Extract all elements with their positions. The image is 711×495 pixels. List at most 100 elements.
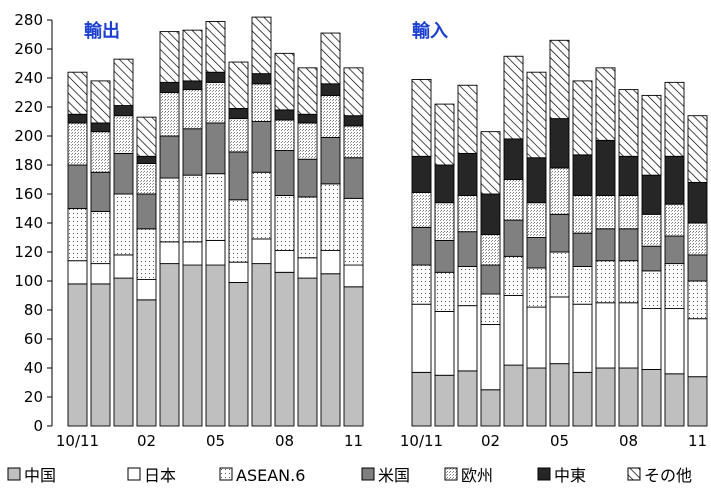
y-tick-label: 140 <box>14 214 43 232</box>
panel-title: 輸入 <box>412 20 448 42</box>
bar-segment-usa <box>549 213 570 253</box>
bar-segment-other <box>572 80 593 156</box>
bar-segment-asean6 <box>572 266 593 305</box>
bar-segment-other <box>457 84 478 154</box>
bar-segment-middle-east <box>480 193 501 236</box>
bar-segment-china <box>90 283 111 427</box>
bar-segment-asean6 <box>457 266 478 307</box>
bar-segment-asean6 <box>595 260 616 304</box>
bar-segment-usa <box>595 228 616 262</box>
bar-segment-middle-east <box>90 122 111 133</box>
bar-segment-asean6 <box>205 173 226 241</box>
x-tick-label: 10/11 <box>56 432 99 450</box>
bar-segment-japan <box>572 303 593 373</box>
bar-segment-middle-east <box>113 105 134 117</box>
bar-segment-other <box>549 39 570 120</box>
bar-segment-usa <box>67 164 88 209</box>
bar-segment-usa <box>205 122 226 175</box>
bar-segment-usa <box>297 158 318 198</box>
bar-segment-asean6 <box>618 260 639 304</box>
labels-layer: 輸出 10/11 02 05 08 11 輸入 10/11 02 05 08 11 <box>56 20 707 450</box>
bar-segment-asean6 <box>251 171 272 240</box>
bar-segment-asean6 <box>228 199 249 263</box>
legend-label: 日本 <box>144 466 176 485</box>
bar-segment-europe <box>595 194 616 230</box>
y-tick-label: 120 <box>14 243 43 261</box>
x-tick-label: 02 <box>137 432 156 450</box>
bar-segment-usa <box>343 157 364 199</box>
bar-segment-middle-east <box>159 81 180 93</box>
bar-segment-asean6 <box>343 197 364 266</box>
bar-segment-japan <box>228 261 249 283</box>
y-tick-label: 100 <box>14 272 43 290</box>
bar-segment-japan <box>526 306 547 369</box>
bar-segment-usa <box>113 152 134 195</box>
x-tick-label: 08 <box>275 432 294 450</box>
bar-segment-japan <box>503 295 524 366</box>
bar-segment-china <box>664 373 685 427</box>
bar-segment-middle-east <box>526 157 547 204</box>
bar-segment-middle-east <box>136 155 157 165</box>
bar-segment-china <box>641 369 662 427</box>
bar-segment-europe <box>687 222 708 256</box>
bar-segment-usa <box>159 135 180 179</box>
bar-segment-asean6 <box>90 210 111 265</box>
bar-segment-china <box>457 370 478 427</box>
y-tick-label: 0 <box>33 417 43 435</box>
bar-segment-middle-east <box>228 107 249 120</box>
x-tick-label: 11 <box>688 432 707 450</box>
y-tick-label: 180 <box>14 156 43 174</box>
bar-segment-middle-east <box>67 113 88 124</box>
bar-segment-asean6 <box>182 174 203 243</box>
bar-segment-asean6 <box>687 280 708 320</box>
bar-segment-other <box>664 81 685 157</box>
panel-exports <box>67 16 364 427</box>
bar-segment-asean6 <box>159 177 180 243</box>
bar-segment-europe <box>503 179 524 221</box>
bar-segment-other <box>90 80 111 124</box>
legend-label: 米国 <box>378 466 410 485</box>
bar-segment-asean6 <box>549 251 570 298</box>
bar-segment-asean6 <box>274 194 295 251</box>
panel-title: 輸出 <box>84 20 120 42</box>
legend: 中国 日本 ASEAN.6 米国 欧州 中東 その他 <box>7 466 692 485</box>
bar-segment-middle-east <box>457 152 478 196</box>
bar-segment-china <box>320 273 341 427</box>
x-tick-label: 02 <box>481 432 500 450</box>
bar-segment-other <box>343 67 364 117</box>
bar-segment-usa <box>572 232 593 267</box>
bar-segment-other <box>228 61 249 109</box>
bar-segment-japan <box>67 260 88 285</box>
bar-segment-middle-east <box>251 73 272 85</box>
legend-item-japan: 日本 <box>127 466 176 485</box>
bar-segment-japan <box>434 311 455 376</box>
bar-segment-japan <box>411 303 432 373</box>
bar-segment-asean6 <box>297 196 318 259</box>
bar-segment-china <box>480 389 501 427</box>
bar-segment-china <box>434 374 455 427</box>
bar-segment-usa <box>411 226 432 266</box>
bar-segment-middle-east <box>434 164 455 204</box>
x-tick-label: 05 <box>550 432 569 450</box>
legend-item-asean6: ASEAN.6 <box>219 466 305 485</box>
bar-segment-other <box>159 31 180 83</box>
bar-segment-europe <box>274 119 295 151</box>
bar-segment-other <box>320 32 341 85</box>
bar-segment-china <box>228 282 249 427</box>
bar-segment-middle-east <box>274 109 295 121</box>
bar-segment-middle-east <box>320 83 341 96</box>
bar-segment-middle-east <box>572 154 593 196</box>
bar-segment-japan <box>297 257 318 279</box>
bar-segment-japan <box>90 263 111 285</box>
bar-segment-europe <box>526 202 547 238</box>
bar-segment-other <box>641 94 662 176</box>
bar-segment-usa <box>664 235 685 265</box>
bar-segment-japan <box>136 279 157 301</box>
bar-segment-europe <box>411 192 432 228</box>
bar-segment-europe <box>457 194 478 233</box>
legend-label: ASEAN.6 <box>236 466 305 485</box>
legend-label: 中東 <box>554 466 586 485</box>
bar-segment-china <box>159 263 180 427</box>
bar-segment-china <box>274 271 295 427</box>
bar-segment-asean6 <box>526 267 547 308</box>
